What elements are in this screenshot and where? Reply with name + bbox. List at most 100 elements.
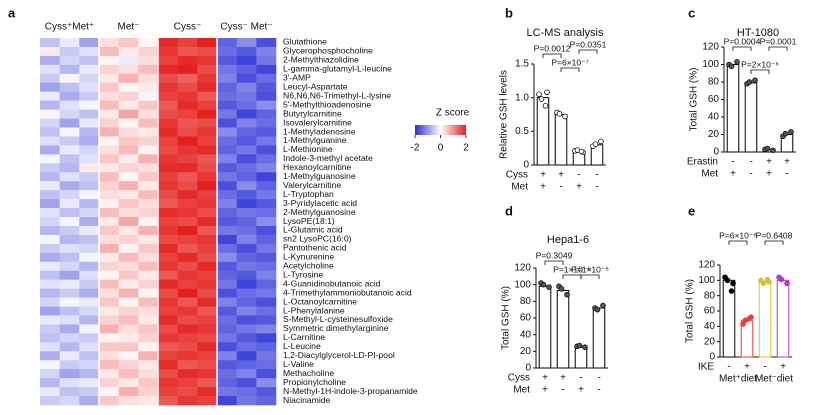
y-tick-label: 100 xyxy=(514,279,531,290)
heatmap-cell xyxy=(138,145,159,155)
y-tick-label: 60 xyxy=(708,94,720,105)
colorbar-tick-label: 0 xyxy=(438,143,444,154)
heatmap-cell xyxy=(158,208,178,218)
heatmap-cell xyxy=(79,297,100,307)
heatmap-cell xyxy=(99,154,119,164)
heatmap-cell xyxy=(158,315,178,325)
heatmap-cell xyxy=(177,136,198,146)
heatmap-cell xyxy=(236,378,257,388)
condition-label: IKE xyxy=(698,362,714,373)
heatmap-cell xyxy=(118,369,139,379)
bar xyxy=(726,64,740,153)
heatmap-cell xyxy=(236,172,257,182)
heatmap-cell xyxy=(177,82,198,93)
row-label: LysoPE(18:1) xyxy=(283,216,335,226)
bar xyxy=(592,307,606,369)
condition-label: Met xyxy=(513,385,530,396)
data-point xyxy=(782,130,789,137)
heatmap-cell xyxy=(256,387,277,397)
heatmap-cell xyxy=(197,100,218,110)
heatmap-cell xyxy=(138,270,159,280)
group-label: Cyss⁺Met⁺ xyxy=(45,22,94,33)
heatmap-cell xyxy=(59,324,80,334)
heatmap-cell xyxy=(217,100,237,110)
heatmap-cell xyxy=(59,55,80,66)
heatmap-cell xyxy=(99,297,119,307)
condition-sign: + xyxy=(558,170,564,181)
heatmap-cell xyxy=(40,342,60,352)
heatmap-cell xyxy=(158,145,178,155)
y-axis-label: Total GSH (%) xyxy=(501,286,512,350)
heatmap-cell xyxy=(118,333,139,343)
heatmap-cell xyxy=(236,387,257,397)
heatmap-cell xyxy=(177,118,198,128)
heatmap-cell xyxy=(59,333,80,343)
heatmap-cell xyxy=(59,396,80,406)
heatmap-cell xyxy=(40,55,60,66)
row-label: Indole-3-methyl acetate xyxy=(283,153,373,163)
heatmap-cell xyxy=(158,109,178,119)
heatmap-cell xyxy=(256,396,277,406)
heatmap-cell xyxy=(236,261,257,272)
heatmap-cell xyxy=(256,55,277,66)
heatmap-cell xyxy=(138,387,159,397)
heatmap-cell xyxy=(177,181,198,191)
heatmap-cell xyxy=(138,136,159,146)
row-label: 1-Methyladenosine xyxy=(283,126,356,136)
heatmap-cell xyxy=(177,279,198,289)
heatmap-cell xyxy=(217,261,237,272)
heatmap-cell xyxy=(197,145,218,155)
heatmap-cell xyxy=(138,208,159,218)
heatmap-cell xyxy=(197,109,218,119)
heatmap-cell xyxy=(158,217,178,227)
heatmap-cell xyxy=(197,351,218,361)
row-label: 2-Methylthiazolidine xyxy=(283,55,359,65)
chart-title: HT-1080 xyxy=(737,27,779,39)
heatmap-cell xyxy=(40,154,60,164)
heatmap-cell xyxy=(236,91,257,101)
data-point xyxy=(598,138,604,145)
y-tick-label: 60 xyxy=(520,313,532,324)
heatmap-cell xyxy=(79,208,100,218)
heatmap-cell xyxy=(256,82,277,93)
heatmap-cell xyxy=(99,91,119,101)
heatmap-cell xyxy=(256,225,277,236)
group-label: Cyss⁻ xyxy=(174,22,202,33)
heatmap-cell xyxy=(177,46,198,57)
panel-label: c xyxy=(688,5,695,20)
heatmap-cell xyxy=(59,208,80,218)
heatmap-cell xyxy=(256,234,277,245)
heatmap-cell xyxy=(138,360,159,370)
heatmap-cell xyxy=(138,163,159,173)
heatmap-cell xyxy=(217,127,237,137)
heatmap-cell xyxy=(79,38,100,48)
data-point xyxy=(582,344,588,350)
y-tick-label: 0 xyxy=(525,363,531,374)
heatmap-cell xyxy=(158,64,178,75)
heatmap-cell xyxy=(99,55,119,66)
heatmap-cell xyxy=(79,342,100,352)
data-point xyxy=(578,148,585,155)
y-tick-label: 120 xyxy=(698,260,715,271)
y-tick-label: 80 xyxy=(708,77,720,88)
condition-sign: + xyxy=(766,157,772,168)
heatmap-cell xyxy=(217,118,237,128)
heatmap-cell xyxy=(118,118,139,128)
heatmap-cell xyxy=(99,378,119,388)
heatmap-cell xyxy=(118,82,139,93)
y-tick-label: 0 xyxy=(523,160,529,171)
heatmap-cell xyxy=(79,324,100,334)
heatmap-cell xyxy=(236,234,257,245)
condition-label: Cyss xyxy=(506,170,528,181)
heatmap-cell xyxy=(197,163,218,173)
heatmap-cell xyxy=(40,73,60,84)
heatmap-cell xyxy=(99,342,119,352)
heatmap-cell xyxy=(40,297,60,307)
heatmap-cell xyxy=(158,378,178,388)
heatmap-cell xyxy=(138,91,159,101)
heatmap-cell xyxy=(177,208,198,218)
heatmap-cell xyxy=(217,225,237,236)
row-label: Isovalerylcarnitine xyxy=(283,117,352,127)
heatmap-cell xyxy=(236,127,257,137)
colorbar xyxy=(415,125,466,135)
